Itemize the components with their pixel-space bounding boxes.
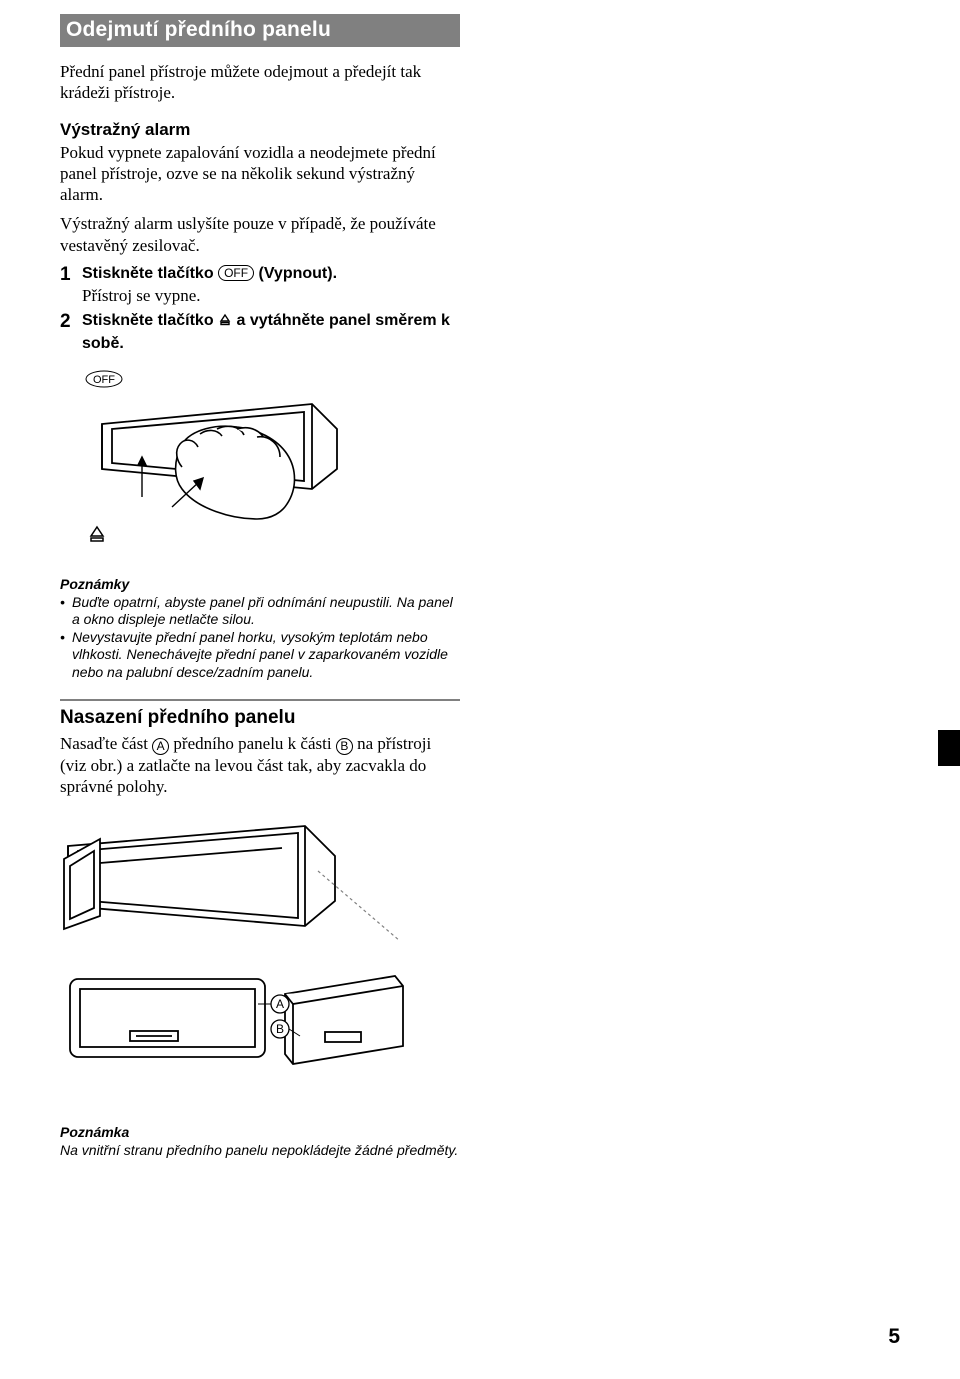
note-heading: Poznámka bbox=[60, 1124, 460, 1140]
steps-list: 1 Stiskněte tlačítko OFF (Vypnout). Přís… bbox=[60, 264, 460, 355]
step-body: Stiskněte tlačítko OFF (Vypnout). Přístr… bbox=[82, 264, 337, 308]
remove-panel-illustration: OFF bbox=[82, 369, 460, 554]
section-title: Odejmutí předního panelu bbox=[60, 14, 460, 47]
step-text: Stiskněte tlačítko bbox=[82, 312, 214, 329]
step-1: 1 Stiskněte tlačítko OFF (Vypnout). Přís… bbox=[60, 264, 460, 308]
notes-list: Buďte opatrní, abyste panel při odnímání… bbox=[60, 594, 460, 682]
step-number: 1 bbox=[60, 264, 82, 308]
note-item: Nevystavujte přední panel horku, vysokým… bbox=[60, 629, 460, 682]
notes-heading: Poznámky bbox=[60, 576, 460, 592]
attach-panel-illustration: A B bbox=[60, 811, 460, 1096]
attach-paragraph: Nasaďte část A předního panelu k části B… bbox=[60, 733, 460, 797]
step-2: 2 Stiskněte tlačítko a vytáhněte panel s… bbox=[60, 311, 460, 355]
svg-text:B: B bbox=[276, 1022, 284, 1036]
off-button-icon: OFF bbox=[218, 265, 254, 281]
alarm-paragraph-2: Výstražný alarm uslyšíte pouze v případě… bbox=[60, 213, 460, 256]
step-text: Stiskněte tlačítko bbox=[82, 265, 214, 282]
note-item: Buďte opatrní, abyste panel při odnímání… bbox=[60, 594, 460, 629]
svg-text:A: A bbox=[276, 997, 284, 1011]
circled-a-icon: A bbox=[152, 738, 169, 755]
step-body: Stiskněte tlačítko a vytáhněte panel smě… bbox=[82, 311, 460, 355]
page-number: 5 bbox=[888, 1325, 900, 1349]
note-text: Na vnitřní stranu předního panelu nepokl… bbox=[60, 1142, 460, 1160]
intro-text: Přední panel přístroje můžete odejmout a… bbox=[60, 61, 460, 104]
text: Nasaďte část bbox=[60, 734, 148, 753]
text: předního panelu k části bbox=[173, 734, 331, 753]
step-subtext: Přístroj se vypne. bbox=[82, 286, 201, 305]
alarm-paragraph-1: Pokud vypnete zapalování vozidla a neode… bbox=[60, 142, 460, 206]
edge-tab bbox=[938, 730, 960, 766]
step-text: (Vypnout). bbox=[259, 265, 338, 282]
off-label: OFF bbox=[93, 374, 115, 386]
divider bbox=[60, 699, 460, 701]
attach-heading: Nasazení předního panelu bbox=[60, 707, 460, 729]
circled-b-icon: B bbox=[336, 738, 353, 755]
step-number: 2 bbox=[60, 311, 82, 355]
alarm-heading: Výstražný alarm bbox=[60, 120, 460, 140]
eject-icon bbox=[218, 313, 232, 334]
